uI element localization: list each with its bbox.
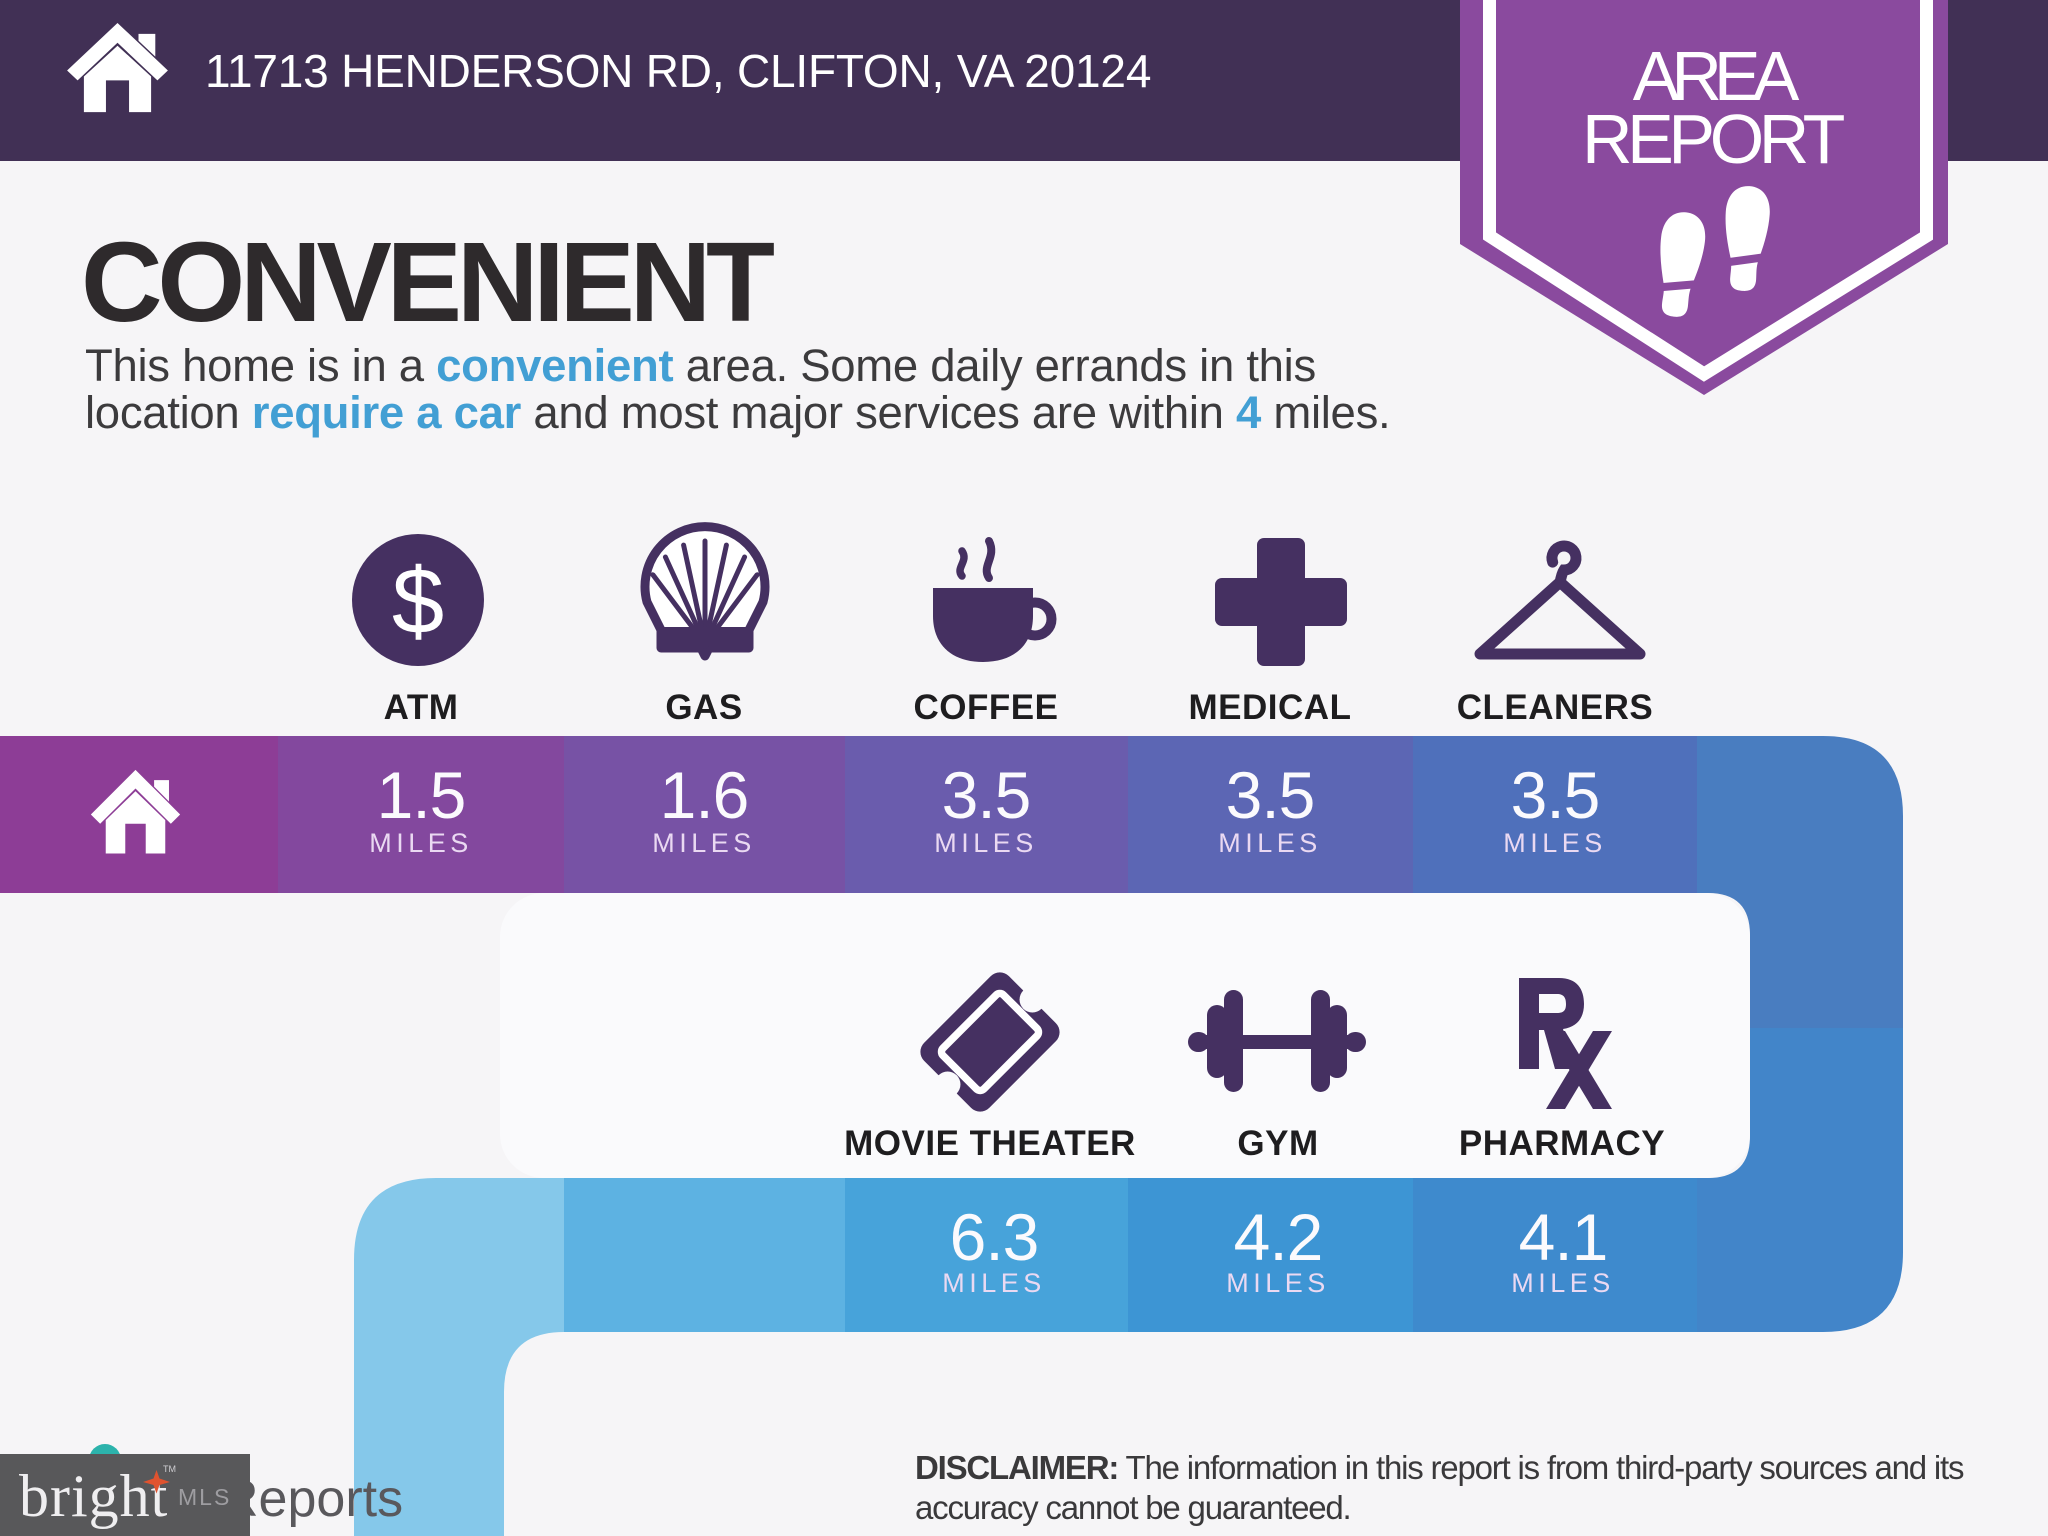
svg-text:AREA: AREA (1633, 37, 1800, 115)
svg-text:$: $ (392, 548, 444, 653)
svg-text:REPORT: REPORT (1582, 100, 1845, 178)
